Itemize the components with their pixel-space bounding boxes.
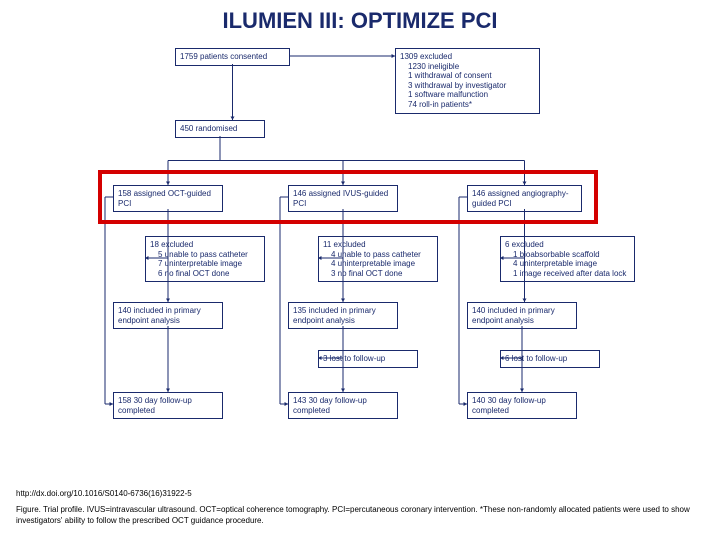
footer-url: http://dx.doi.org/10.1016/S0140-6736(16)… [16, 489, 704, 499]
flowchart-arrow [0, 0, 720, 540]
footer: http://dx.doi.org/10.1016/S0140-6736(16)… [16, 489, 704, 526]
footer-caption: Figure. Trial profile. IVUS=intravascula… [16, 505, 704, 526]
highlight-frame [98, 170, 598, 224]
